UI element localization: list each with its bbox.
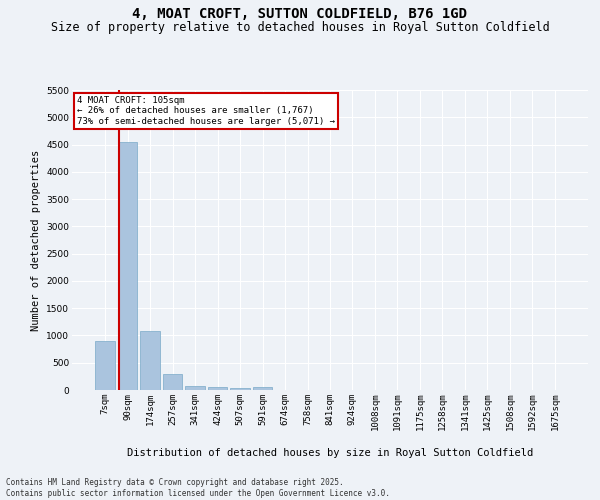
Text: 4, MOAT CROFT, SUTTON COLDFIELD, B76 1GD: 4, MOAT CROFT, SUTTON COLDFIELD, B76 1GD bbox=[133, 8, 467, 22]
Y-axis label: Number of detached properties: Number of detached properties bbox=[31, 150, 41, 330]
Text: Contains HM Land Registry data © Crown copyright and database right 2025.
Contai: Contains HM Land Registry data © Crown c… bbox=[6, 478, 390, 498]
Bar bbox=[140, 331, 160, 390]
Bar bbox=[185, 386, 205, 390]
Bar bbox=[253, 388, 272, 390]
Text: 4 MOAT CROFT: 105sqm
← 26% of detached houses are smaller (1,767)
73% of semi-de: 4 MOAT CROFT: 105sqm ← 26% of detached h… bbox=[77, 96, 335, 126]
Bar bbox=[163, 374, 182, 390]
Bar bbox=[118, 142, 137, 390]
Bar bbox=[230, 388, 250, 390]
Bar bbox=[208, 386, 227, 390]
Text: Distribution of detached houses by size in Royal Sutton Coldfield: Distribution of detached houses by size … bbox=[127, 448, 533, 458]
Bar bbox=[95, 341, 115, 390]
Text: Size of property relative to detached houses in Royal Sutton Coldfield: Size of property relative to detached ho… bbox=[50, 21, 550, 34]
